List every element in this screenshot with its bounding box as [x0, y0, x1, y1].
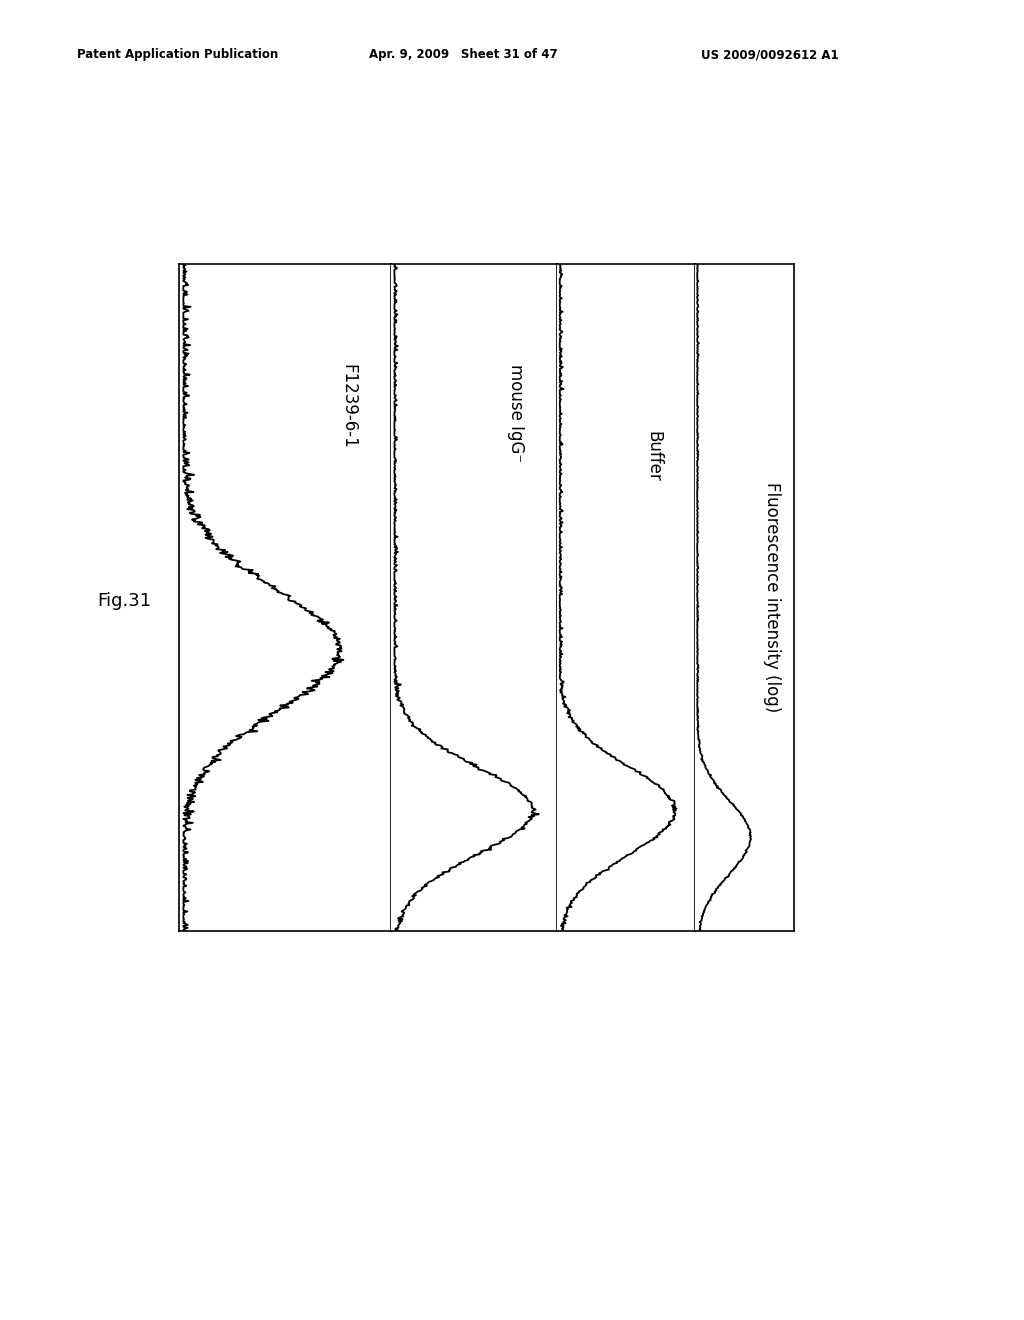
Text: Patent Application Publication: Patent Application Publication [77, 48, 279, 61]
Text: Fluorescence intensity (log): Fluorescence intensity (log) [763, 482, 781, 713]
Text: US 2009/0092612 A1: US 2009/0092612 A1 [701, 48, 839, 61]
Text: Apr. 9, 2009 Sheet 31 of 47: Apr. 9, 2009 Sheet 31 of 47 [369, 48, 557, 61]
Text: Buffer: Buffer [645, 430, 663, 482]
Text: mouse IgG⁻: mouse IgG⁻ [507, 364, 524, 462]
Text: F1239-6-1: F1239-6-1 [340, 364, 357, 449]
Text: Fig.31: Fig.31 [97, 591, 152, 610]
